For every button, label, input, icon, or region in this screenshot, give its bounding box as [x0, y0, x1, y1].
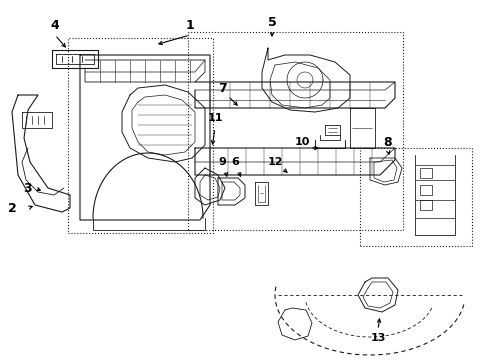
Bar	[188, 32, 403, 230]
Text: 11: 11	[207, 113, 223, 123]
Text: 6: 6	[231, 157, 239, 167]
Bar	[360, 148, 472, 246]
Bar	[68, 38, 213, 233]
Text: 7: 7	[218, 81, 226, 95]
Text: 4: 4	[50, 18, 59, 32]
Text: 10: 10	[294, 137, 310, 147]
Bar	[420, 200, 432, 210]
Text: 13: 13	[370, 333, 386, 343]
Text: 9: 9	[218, 157, 226, 167]
Text: 2: 2	[8, 202, 16, 215]
Text: 1: 1	[186, 18, 195, 32]
Bar	[420, 185, 432, 195]
Bar	[420, 168, 432, 178]
Text: 8: 8	[384, 135, 392, 149]
Text: 3: 3	[23, 181, 31, 194]
Text: 5: 5	[268, 15, 276, 28]
Text: 12: 12	[267, 157, 283, 167]
